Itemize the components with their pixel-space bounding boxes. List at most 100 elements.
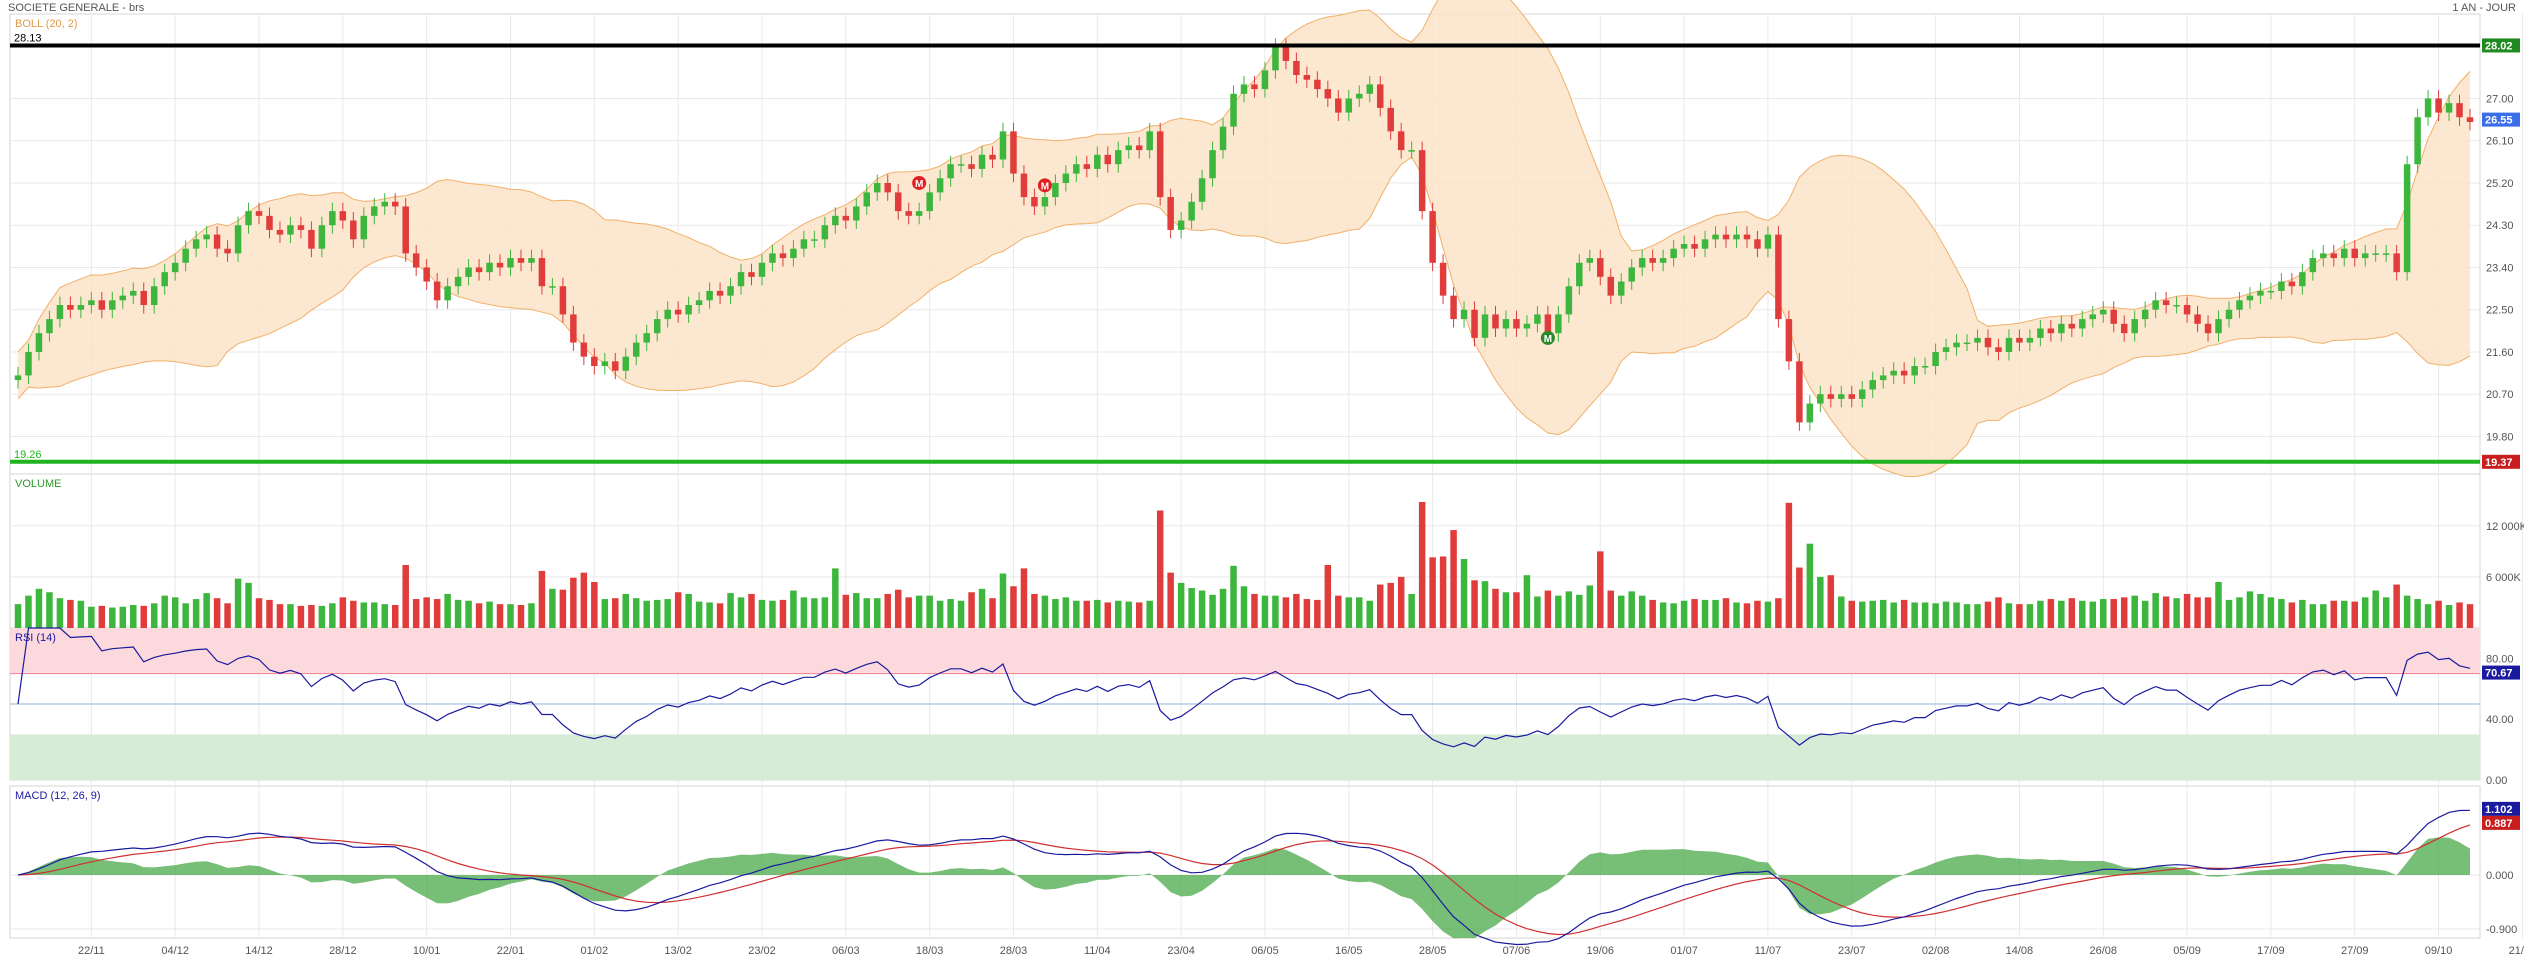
candle-body xyxy=(1827,394,1835,399)
price-tick-label: 21.60 xyxy=(2486,347,2514,359)
candle-body xyxy=(98,300,106,310)
volume-bar xyxy=(1523,575,1531,628)
candle-body xyxy=(2361,253,2369,259)
candle-body xyxy=(884,182,891,193)
volume-bar xyxy=(203,593,210,628)
signal-marker-text: M xyxy=(915,179,923,190)
volume-bar xyxy=(2173,598,2180,628)
candle-body xyxy=(350,220,357,240)
volume-bar xyxy=(381,604,389,628)
candle-body xyxy=(266,215,273,230)
volume-bar xyxy=(2099,599,2107,628)
volume-bar xyxy=(150,603,158,628)
candle-body xyxy=(507,258,514,268)
volume-bar xyxy=(1020,568,1028,628)
volume-bar xyxy=(1544,590,1552,628)
candle-body xyxy=(1984,337,1992,348)
volume-bar xyxy=(1576,594,1583,628)
candle-body xyxy=(1041,197,1049,207)
candle-body xyxy=(2445,103,2453,113)
candle-body xyxy=(2099,309,2107,315)
date-tick-label: 28/03 xyxy=(1000,945,1028,957)
candle-body xyxy=(1942,347,1950,352)
candle-body xyxy=(936,178,944,193)
volume-bar xyxy=(2330,600,2338,628)
candle-body xyxy=(769,253,776,263)
candle-body xyxy=(1010,131,1017,174)
candle-body xyxy=(1314,79,1321,90)
volume-bar xyxy=(1806,543,1814,628)
macd-tick-label: 0.000 xyxy=(2486,870,2514,882)
macd-line xyxy=(17,809,2471,946)
price-tick-label: 26.10 xyxy=(2486,136,2514,148)
candle-body xyxy=(1869,380,1876,390)
volume-bar xyxy=(769,600,776,628)
candle-body xyxy=(685,305,692,315)
volume-bar xyxy=(1083,600,1091,628)
candle-body xyxy=(234,225,242,254)
candle-body xyxy=(1911,366,1918,376)
candle-body xyxy=(580,342,588,357)
candle-body xyxy=(1450,295,1457,320)
volume-bar xyxy=(318,605,326,628)
volume-bar xyxy=(926,595,933,628)
volume-bar xyxy=(1743,603,1751,628)
candle-body xyxy=(35,333,43,352)
candle-body xyxy=(109,300,116,310)
volume-bar xyxy=(1481,581,1489,628)
period-label: 1 AN - JOUR xyxy=(2452,2,2516,14)
volume-bar xyxy=(632,598,640,628)
volume-bar xyxy=(2183,593,2191,628)
candle-body xyxy=(2466,117,2474,122)
volume-bar xyxy=(737,597,745,628)
period-high-label: 28.13 xyxy=(14,32,42,44)
volume-bar xyxy=(915,595,923,628)
volume-bar xyxy=(1555,595,1562,628)
volume-bar xyxy=(2068,598,2076,628)
candle-body xyxy=(2162,300,2170,306)
candle-body xyxy=(978,154,986,169)
rsi-line xyxy=(17,627,2471,748)
volume-bar xyxy=(444,593,451,628)
candle-body xyxy=(1481,314,1489,338)
volume-bar xyxy=(695,601,703,628)
candle-body xyxy=(1963,342,1971,345)
candle-body xyxy=(695,300,703,306)
candle-body xyxy=(1817,394,1824,404)
volume-bar xyxy=(2016,604,2023,628)
volume-bar xyxy=(936,600,944,628)
volume-bar xyxy=(1104,602,1112,628)
volume-bar xyxy=(664,599,671,628)
candle-body xyxy=(56,305,64,320)
volume-bar xyxy=(591,582,598,628)
candle-body xyxy=(1534,314,1541,324)
volume-bar xyxy=(1597,551,1604,628)
volume-bar xyxy=(1858,601,1866,628)
volume-bar xyxy=(716,603,724,628)
volume-bar xyxy=(1397,576,1405,628)
candle-body xyxy=(811,239,818,241)
volume-bar xyxy=(454,599,462,628)
candle-body xyxy=(287,225,294,235)
candle-body xyxy=(2173,305,2180,307)
volume-bar xyxy=(1041,595,1049,628)
candle-body xyxy=(853,206,860,221)
volume-bar xyxy=(2194,597,2201,628)
date-tick-label: 22/11 xyxy=(78,945,105,957)
volume-bar xyxy=(1387,582,1394,628)
volume-bar xyxy=(2079,600,2086,628)
volume-bar xyxy=(2278,599,2285,628)
candle-body xyxy=(1628,267,1635,282)
candle-body xyxy=(182,248,189,263)
candle-body xyxy=(2257,290,2264,296)
volume-bar xyxy=(2403,595,2411,628)
volume-bar xyxy=(2131,595,2138,628)
candle-body xyxy=(622,356,630,371)
volume-bar xyxy=(2309,604,2317,628)
volume-bar xyxy=(496,604,504,628)
candle-body xyxy=(444,286,451,301)
volume-bar xyxy=(1649,599,1656,628)
volume-bar xyxy=(2152,593,2159,628)
volume-bar xyxy=(957,600,965,628)
candle-body xyxy=(1921,366,1929,368)
